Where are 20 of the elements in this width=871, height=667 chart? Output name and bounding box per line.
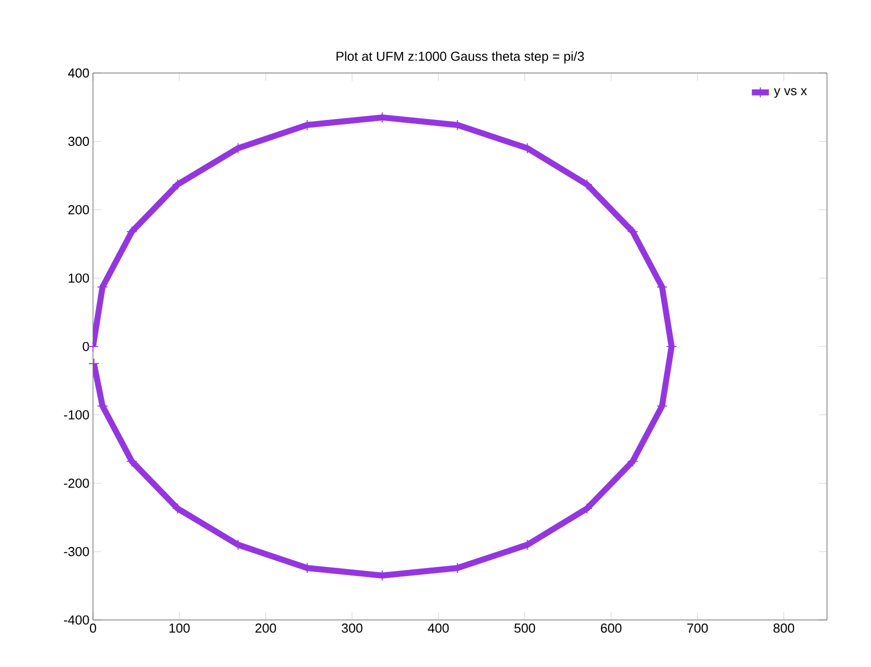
- x-tick-label: 0: [90, 624, 96, 633]
- y-tick-label: 400: [68, 68, 89, 78]
- x-tick-label: 100: [170, 624, 190, 633]
- legend-label: y vs x: [774, 88, 807, 98]
- x-tick-label: 800: [774, 624, 794, 633]
- y-tick-label: -200: [64, 478, 89, 488]
- y-tick-label: 200: [68, 205, 89, 214]
- y-tick-label: 100: [68, 274, 89, 283]
- x-tick-label: 300: [342, 624, 362, 633]
- x-tick-label: 200: [256, 624, 276, 633]
- y-tick-label: -300: [64, 547, 89, 556]
- y-tick-label: 300: [68, 136, 89, 146]
- y-tick-label: 0: [82, 342, 89, 352]
- x-tick-label: 400: [428, 624, 449, 633]
- chart-title: Plot at UFM z:1000 Gauss theta step = pi/3: [336, 51, 584, 64]
- x-tick-label: 500: [514, 624, 536, 633]
- x-tick-label: 600: [600, 624, 622, 633]
- y-tick-label: -400: [64, 615, 89, 625]
- y-tick-label: -100: [64, 410, 89, 420]
- x-tick-label: 700: [687, 624, 708, 633]
